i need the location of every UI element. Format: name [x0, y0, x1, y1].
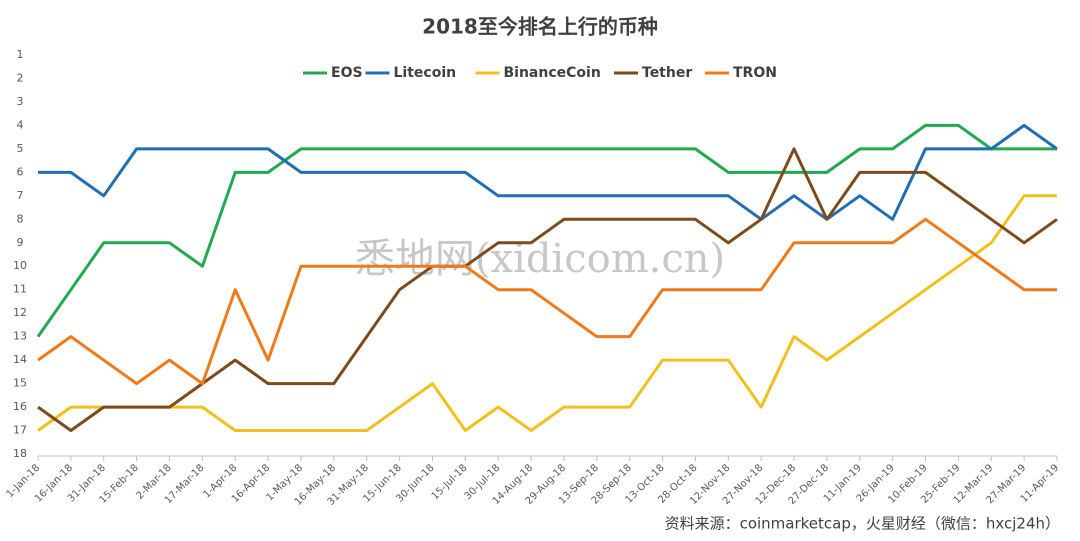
legend-label: Litecoin [394, 65, 457, 81]
y-tick-label: 13 [13, 330, 27, 343]
y-tick-label: 7 [17, 189, 24, 202]
y-tick-label: 17 [13, 424, 27, 437]
legend-label: BinanceCoin [504, 65, 601, 81]
series-line [37, 194, 1057, 432]
y-tick-label: 12 [13, 306, 27, 319]
y-tick-label: 9 [17, 236, 24, 249]
y-tick-label: 15 [13, 377, 27, 390]
y-tick-label: 6 [17, 165, 24, 178]
y-tick-label: 1 [17, 48, 24, 61]
legend-label: TRON [733, 65, 777, 81]
y-tick-label: 18 [13, 447, 27, 460]
y-tick-label: 10 [13, 259, 27, 272]
chart-title: 2018至今排名上行的币种 [422, 15, 658, 39]
y-tick-label: 14 [13, 353, 27, 366]
series-line [37, 217, 1057, 386]
watermark: 悉地网(xidicom.cn) [355, 236, 725, 282]
series-line [37, 147, 1058, 432]
y-tick-label: 3 [17, 95, 24, 108]
source-note: 资料来源：coinmarketcap，火星财经（微信：hxcj24h） [665, 515, 1060, 533]
y-tick-label: 16 [13, 400, 27, 413]
y-tick-label: 5 [17, 142, 24, 155]
y-tick-label: 4 [17, 118, 24, 131]
legend-label: EOS [331, 65, 363, 81]
legend-label: Tether [642, 65, 692, 81]
series-line [38, 123, 1058, 221]
series-line [36, 123, 1057, 338]
y-tick-label: 11 [13, 283, 27, 296]
y-tick-label: 2 [17, 71, 24, 84]
y-tick-label: 8 [17, 212, 24, 225]
